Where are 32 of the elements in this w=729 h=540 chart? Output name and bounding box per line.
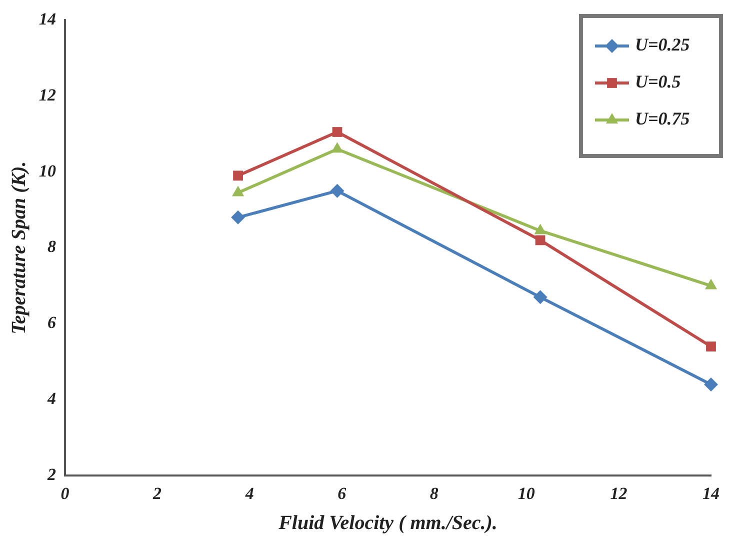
point [706, 342, 716, 352]
x-tick-label: 14 [702, 484, 720, 504]
x-tick-label: 0 [60, 484, 70, 504]
y-tick-label: 6 [48, 313, 56, 332]
y-tick-label: 10 [39, 161, 56, 180]
x-tick-label: 6 [338, 484, 347, 504]
point [534, 224, 546, 234]
point [331, 142, 344, 153]
point [535, 235, 546, 246]
legend-label: U=0.25 [635, 34, 690, 55]
y-tick-label: 2 [46, 464, 56, 484]
point [233, 170, 243, 181]
point [232, 186, 244, 196]
x-tick-label: 10 [518, 484, 536, 504]
x-tick-label: 2 [152, 484, 162, 504]
x-tick-label: 12 [610, 484, 628, 504]
y-axis-title: Teperature Span (K). [8, 161, 30, 334]
point [704, 377, 718, 392]
x-tick-label: 8 [430, 484, 439, 504]
y-tick-label: 12 [39, 85, 56, 104]
y-tick-label: 8 [48, 237, 56, 256]
x-axis-title: Fluid Velocity ( mm./Sec.). [278, 512, 498, 534]
legend-label: U=0.5 [635, 72, 681, 92]
point [231, 210, 246, 224]
y-tick-label: 14 [39, 9, 56, 28]
point [704, 278, 718, 290]
point [330, 184, 344, 198]
point [332, 127, 342, 137]
x-tick-label: 4 [244, 484, 254, 504]
legend-label: U=0.75 [635, 108, 690, 129]
point [533, 290, 548, 304]
y-tick-label: 4 [46, 389, 56, 408]
